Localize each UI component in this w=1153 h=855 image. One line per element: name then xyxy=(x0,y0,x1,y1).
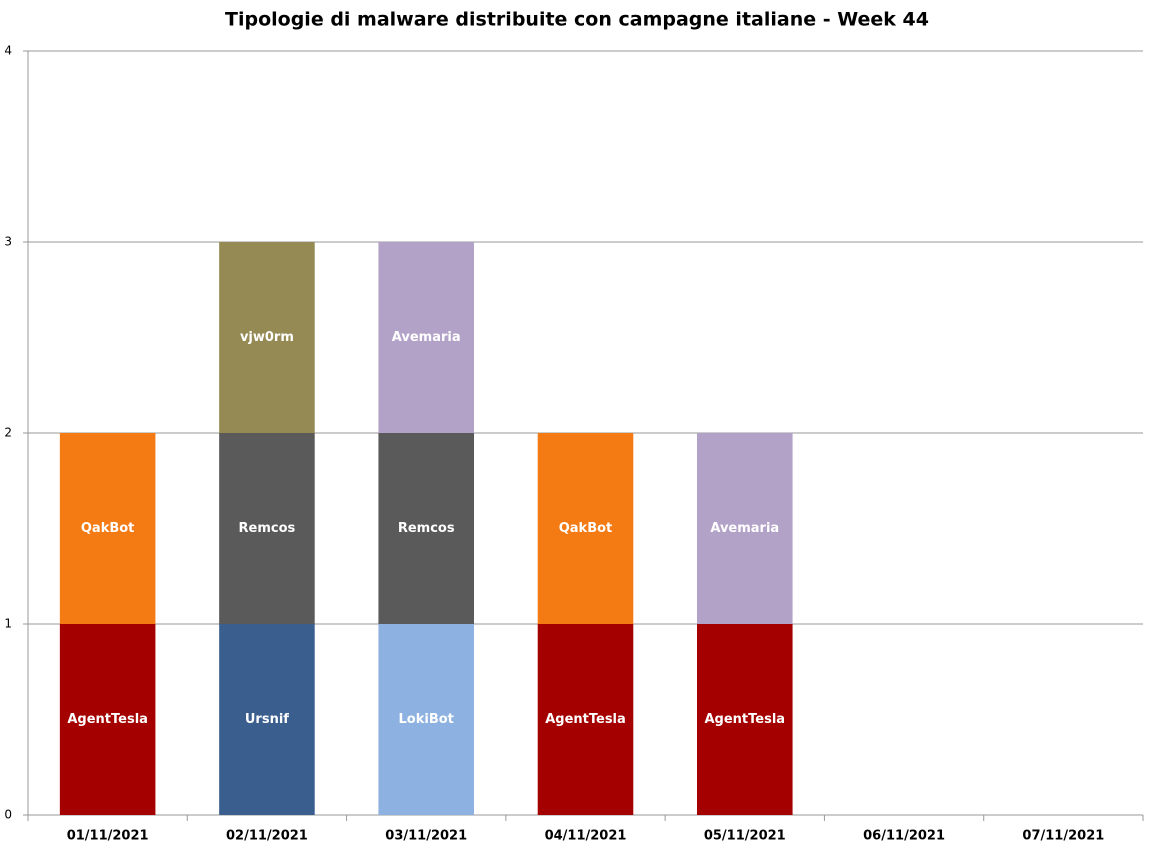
bar-segment xyxy=(378,242,474,433)
segment-label: QakBot xyxy=(81,521,135,536)
y-tick-label: 2 xyxy=(4,426,12,440)
segment-label: AgentTesla xyxy=(545,712,626,727)
segment-label: Remcos xyxy=(239,521,296,536)
bar-segment xyxy=(378,624,474,815)
bar-segment xyxy=(59,624,156,815)
segment-label: AgentTesla xyxy=(704,712,785,727)
bar-segment xyxy=(697,624,793,815)
segment-label: vjw0rm xyxy=(240,330,294,345)
bar-segment xyxy=(537,433,634,624)
bar-segment xyxy=(537,624,634,815)
y-tick-label: 1 xyxy=(4,617,12,631)
bar-segment xyxy=(697,433,793,624)
x-tick-label: 01/11/2021 xyxy=(67,829,149,844)
segment-label: Ursnif xyxy=(245,712,289,727)
x-tick-label: 05/11/2021 xyxy=(704,829,786,844)
bar-segment xyxy=(219,242,315,433)
segment-label: LokiBot xyxy=(399,712,454,727)
bar-segment xyxy=(219,624,315,815)
bar-segment xyxy=(219,433,315,624)
x-tick-label: 07/11/2021 xyxy=(1022,829,1104,844)
segment-label: Avemaria xyxy=(392,330,461,345)
segment-label: QakBot xyxy=(559,521,613,536)
x-tick-label: 03/11/2021 xyxy=(385,829,467,844)
x-tick-label: 04/11/2021 xyxy=(545,829,627,844)
bar-segment xyxy=(378,433,474,624)
x-tick-label: 06/11/2021 xyxy=(863,829,945,844)
bar-segment xyxy=(59,433,156,624)
segment-label: Remcos xyxy=(398,521,455,536)
segment-label: Avemaria xyxy=(710,521,779,536)
y-tick-label: 4 xyxy=(4,44,12,58)
y-tick-label: 3 xyxy=(4,235,12,249)
chart-title: Tipologie di malware distribuite con cam… xyxy=(225,9,929,31)
y-tick-label: 0 xyxy=(4,808,12,822)
x-tick-label: 02/11/2021 xyxy=(226,829,308,844)
segment-label: AgentTesla xyxy=(67,712,148,727)
